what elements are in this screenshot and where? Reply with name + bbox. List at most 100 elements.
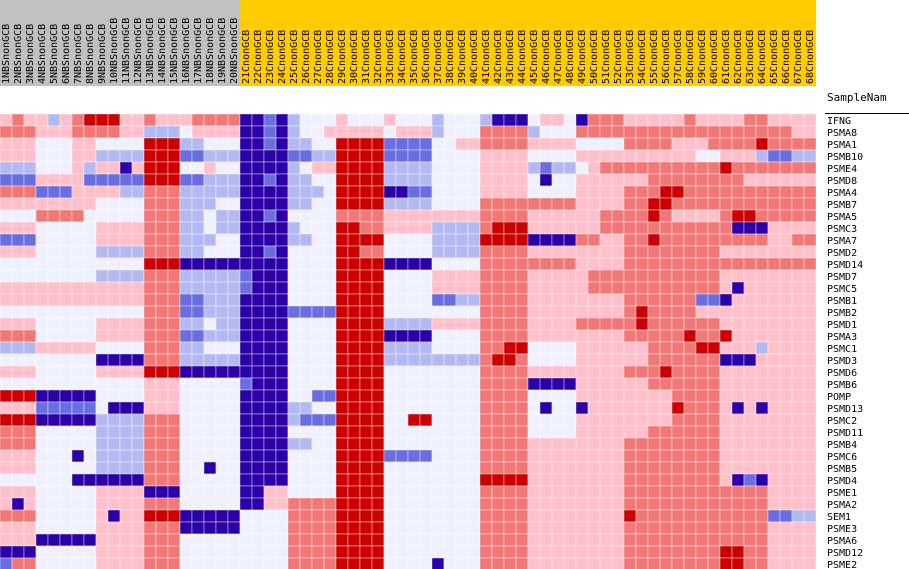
heatmap-cell <box>167 173 181 187</box>
heatmap-cell <box>515 113 529 127</box>
heatmap-cell <box>527 125 541 139</box>
heatmap-cell <box>455 413 469 427</box>
heatmap-cell <box>83 125 97 139</box>
heatmap-cell <box>71 329 85 343</box>
row-label: PSMD2 <box>827 248 857 259</box>
column-label: 42CnonGCB <box>493 30 504 84</box>
heatmap-cell <box>491 521 505 535</box>
heatmap-cell <box>59 341 73 355</box>
heatmap-cell <box>551 341 565 355</box>
heatmap-cell <box>611 401 625 415</box>
heatmap-cell <box>803 125 817 139</box>
heatmap-cell <box>323 137 337 151</box>
heatmap-cell <box>623 197 637 211</box>
heatmap-cell <box>635 137 649 151</box>
heatmap-cell <box>83 293 97 307</box>
heatmap-cell <box>419 125 433 139</box>
heatmap-cell <box>419 209 433 223</box>
heatmap-cell <box>347 245 361 259</box>
heatmap-cell <box>503 173 517 187</box>
heatmap-cell <box>251 317 265 331</box>
heatmap-cell <box>659 305 673 319</box>
heatmap-cell <box>719 149 733 163</box>
heatmap-cell <box>587 365 601 379</box>
heatmap-cell <box>755 437 769 451</box>
heatmap-cell <box>731 473 745 487</box>
heatmap-cell <box>35 269 49 283</box>
heatmap-cell <box>419 509 433 523</box>
heatmap-cell <box>215 509 229 523</box>
heatmap-cell <box>443 449 457 463</box>
heatmap-cell <box>563 197 577 211</box>
heatmap-cell <box>371 533 385 547</box>
heatmap-cell <box>527 293 541 307</box>
heatmap-cell <box>743 473 757 487</box>
heatmap-cell <box>575 413 589 427</box>
heatmap-cell <box>623 137 637 151</box>
heatmap-cell <box>659 377 673 391</box>
heatmap-cell <box>395 545 409 559</box>
heatmap-cell <box>767 545 781 559</box>
heatmap-cell <box>623 173 637 187</box>
heatmap-cell <box>323 365 337 379</box>
heatmap-cell <box>23 125 37 139</box>
heatmap-cell <box>791 197 805 211</box>
heatmap-cell <box>383 269 397 283</box>
heatmap-cell <box>467 377 481 391</box>
heatmap-cell <box>203 389 217 403</box>
column-group-swatch <box>516 0 528 86</box>
heatmap-cell <box>227 365 241 379</box>
heatmap-cell <box>59 425 73 439</box>
heatmap-cell <box>587 113 601 127</box>
heatmap-cell <box>131 545 145 559</box>
heatmap-cell <box>407 305 421 319</box>
heatmap-cell <box>287 173 301 187</box>
heatmap-cell <box>671 533 685 547</box>
heatmap-cell <box>659 401 673 415</box>
heatmap-cell <box>455 377 469 391</box>
heatmap-cell <box>119 221 133 235</box>
heatmap-cell <box>407 233 421 247</box>
heatmap-cell <box>599 245 613 259</box>
heatmap-cell <box>347 137 361 151</box>
heatmap-cell <box>695 257 709 271</box>
heatmap-cell <box>419 485 433 499</box>
heatmap-cell <box>143 401 157 415</box>
heatmap-cell <box>359 425 373 439</box>
heatmap-cell <box>23 473 37 487</box>
column-label: 10NBSnonGCB <box>109 18 120 84</box>
heatmap-cell <box>311 437 325 451</box>
heatmap-cell <box>299 461 313 475</box>
heatmap-cell <box>383 293 397 307</box>
heatmap-cell <box>263 113 277 127</box>
heatmap-cell <box>227 281 241 295</box>
heatmap-cell <box>539 557 553 569</box>
heatmap-cell <box>239 545 253 559</box>
heatmap-cell <box>719 509 733 523</box>
heatmap-cell <box>371 293 385 307</box>
heatmap-cell <box>803 233 817 247</box>
heatmap-cell <box>671 389 685 403</box>
heatmap-cell <box>371 185 385 199</box>
heatmap-cell <box>263 389 277 403</box>
heatmap-cell <box>443 557 457 569</box>
heatmap-cell <box>191 269 205 283</box>
heatmap-cell <box>359 485 373 499</box>
column-group-swatch <box>360 0 372 86</box>
heatmap-cell <box>779 317 793 331</box>
heatmap-cell <box>323 161 337 175</box>
heatmap-cell <box>71 149 85 163</box>
heatmap-cell <box>503 545 517 559</box>
heatmap-cell <box>671 461 685 475</box>
heatmap-cell <box>203 353 217 367</box>
heatmap-cell <box>779 173 793 187</box>
heatmap-cell <box>323 221 337 235</box>
heatmap-cell <box>59 473 73 487</box>
heatmap-cell <box>479 329 493 343</box>
heatmap-cell <box>95 377 109 391</box>
heatmap-cell <box>431 305 445 319</box>
heatmap-cell <box>287 293 301 307</box>
heatmap-cell <box>635 473 649 487</box>
heatmap-cell <box>155 365 169 379</box>
heatmap-cell <box>791 437 805 451</box>
